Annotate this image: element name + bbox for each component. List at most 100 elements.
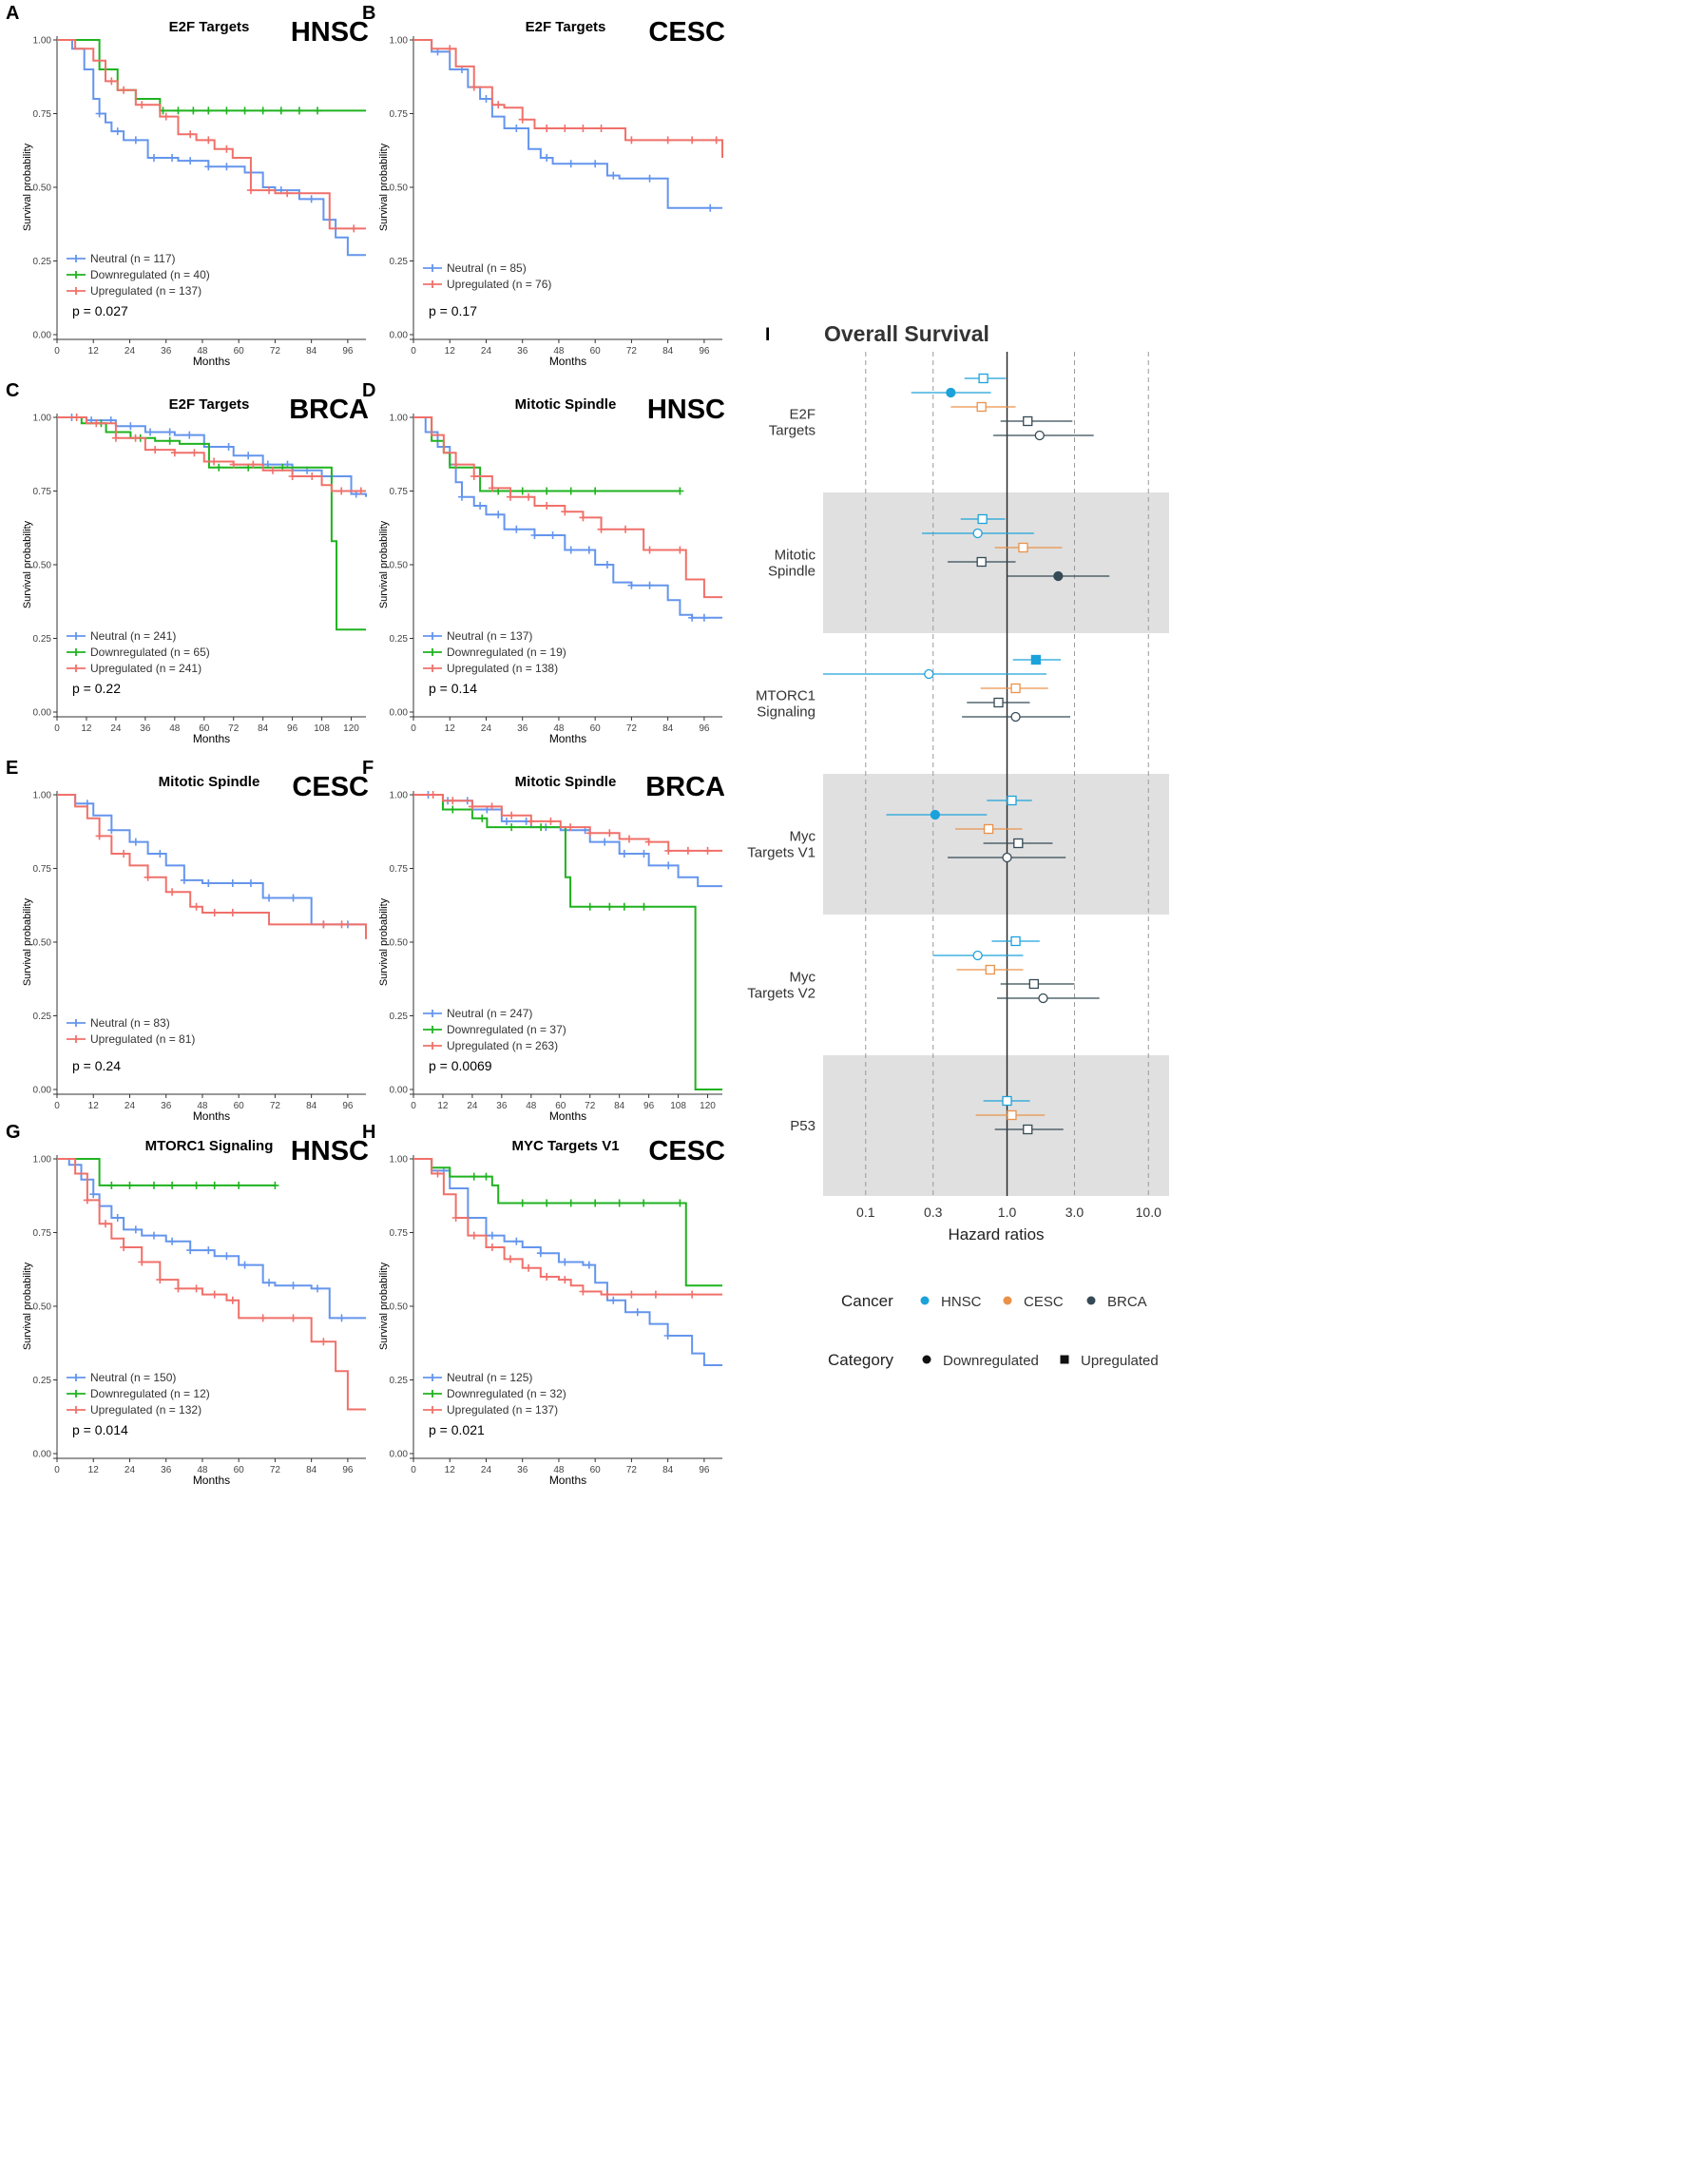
y-tick-label: 0.75	[390, 487, 409, 497]
y-axis-label: Survival probability	[22, 897, 33, 986]
x-tick-label: 48	[526, 1101, 537, 1111]
km-chart-svg: A E2F Targets HNSC 0.00 0.25 0.50 0.75 1.00 0 12 2…	[6, 3, 369, 368]
legend-label: CESC	[1024, 1294, 1064, 1310]
km-chart-svg: F Mitotic Spindle BRCA 0.00 0.25 0.50 0.75 1.00…	[362, 758, 725, 1123]
y-tick-label: 0.25	[33, 1012, 52, 1022]
legend-label: Neutral (n = 117)	[90, 252, 176, 265]
chart-title: E2F Targets	[169, 396, 250, 413]
legend-key	[423, 1406, 442, 1414]
censor-mark	[192, 1181, 201, 1189]
x-tick-label: 48	[197, 1465, 208, 1475]
censor-mark	[518, 1199, 527, 1207]
x-tick-label: 96	[342, 1465, 354, 1475]
survival-curve-line	[57, 416, 367, 497]
legend-key	[67, 287, 86, 295]
censor-mark	[561, 125, 569, 132]
x-tick-label: 36	[161, 346, 172, 357]
legend-key	[1086, 1296, 1096, 1305]
p-value-label: p = 0.0069	[429, 1058, 492, 1073]
x-axis-label: Months	[193, 355, 230, 368]
group-label: Signaling	[757, 704, 816, 721]
censor-mark	[156, 850, 164, 858]
censor-mark	[192, 902, 201, 911]
censor-mark	[149, 154, 158, 162]
x-tick-label: 60	[590, 346, 602, 357]
p-value-label: p = 0.14	[429, 681, 477, 696]
y-tick-label: 0.75	[390, 109, 409, 120]
censor-mark	[518, 487, 527, 495]
censor-mark	[706, 203, 715, 212]
legend-key	[423, 648, 442, 656]
censor-mark	[548, 531, 557, 539]
censor-mark	[138, 101, 146, 109]
chart-title: Mitotic Spindle	[515, 396, 617, 413]
censor-mark	[591, 160, 600, 168]
legend-key	[67, 1374, 86, 1381]
censor-mark	[107, 77, 116, 86]
km-chart-svg: G MTORC1 Signaling HNSC 0.00 0.25 0.50 0.75 1.0…	[6, 1122, 369, 1487]
legend-label: Neutral (n = 150)	[90, 1371, 176, 1384]
panel-letter: C	[6, 380, 19, 401]
group-label: Myc	[790, 970, 816, 986]
legend-label: Upregulated	[1081, 1353, 1159, 1369]
censor-mark	[645, 174, 654, 183]
x-tick-label: 72	[270, 1101, 281, 1111]
legend-key	[1060, 1355, 1069, 1364]
legend-label: Neutral (n = 241)	[90, 629, 176, 643]
group-shading	[823, 492, 1169, 633]
y-tick-label: 0.50	[390, 183, 409, 194]
y-tick-label: 0.25	[33, 1376, 52, 1386]
censor-mark	[476, 502, 485, 510]
y-tick-label: 0.00	[33, 708, 52, 719]
censor-mark	[259, 106, 267, 115]
censor-mark	[185, 431, 194, 439]
censor-mark	[222, 163, 231, 171]
censor-mark	[537, 823, 546, 832]
legend-label: Downregulated (n = 19)	[447, 646, 566, 659]
legend-title: Cancer	[841, 1292, 893, 1310]
censor-mark	[319, 920, 328, 929]
censor-mark	[204, 1246, 213, 1255]
legend-key	[67, 1406, 86, 1414]
censor-mark	[190, 449, 199, 457]
censor-mark	[468, 802, 476, 811]
censor-mark	[268, 466, 277, 474]
censor-mark	[174, 106, 182, 115]
censor-mark	[470, 1231, 478, 1240]
y-tick-label: 0.00	[390, 1450, 409, 1460]
censor-mark	[664, 861, 673, 870]
censor-mark	[609, 171, 618, 180]
p-value-label: p = 0.17	[429, 303, 477, 318]
censor-mark	[622, 525, 630, 533]
x-axis-label: Months	[193, 1109, 230, 1123]
survival-curve-line	[413, 794, 722, 852]
censor-mark	[189, 106, 198, 115]
censor-mark	[597, 525, 605, 533]
y-tick-label: 0.75	[390, 864, 409, 875]
censor-mark	[83, 1196, 91, 1205]
censor-mark	[712, 136, 720, 145]
x-tick-label: 0	[54, 723, 60, 734]
x-axis-label: Hazard ratios	[948, 1225, 1044, 1243]
censor-mark	[162, 112, 170, 121]
legend-key	[423, 632, 442, 640]
km-panel-g: G MTORC1 Signaling HNSC 0.00 0.25 0.50 0.75 1.0…	[0, 1119, 380, 1494]
x-tick-label: 0	[411, 346, 416, 357]
censor-mark	[192, 1284, 201, 1293]
censor-mark	[451, 460, 460, 469]
km-panel-h: H MYC Targets V1 CESC 0.00 0.25 0.50 0.75 1.00 0…	[356, 1119, 737, 1494]
censor-mark	[585, 829, 594, 838]
y-tick-label: 0.00	[390, 1086, 409, 1096]
censor-mark	[131, 434, 140, 442]
censor-mark	[591, 1199, 600, 1207]
censor-mark	[527, 817, 535, 825]
group-label: P53	[790, 1118, 816, 1134]
censor-mark	[561, 1258, 569, 1266]
legend-label: Upregulated (n = 137)	[447, 1403, 558, 1417]
x-tick-label: 36	[161, 1101, 172, 1111]
y-tick-label: 0.75	[390, 1228, 409, 1239]
legend-title: Category	[828, 1351, 893, 1369]
legend-key	[423, 280, 442, 288]
censor-mark	[620, 850, 628, 858]
